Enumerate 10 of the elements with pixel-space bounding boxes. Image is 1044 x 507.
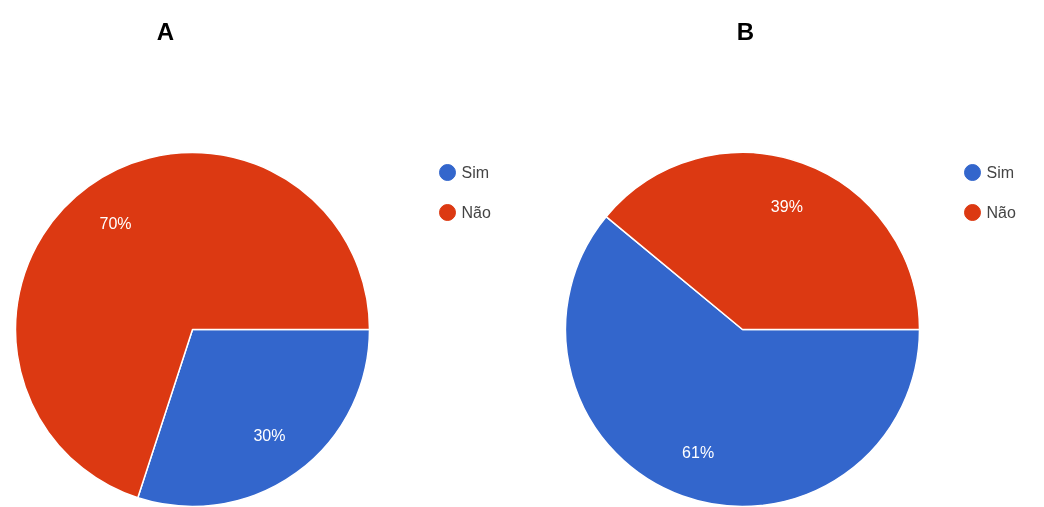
- chart-title: A: [156, 18, 175, 45]
- data-label: 70%: [99, 215, 132, 233]
- data-label: 39%: [770, 197, 803, 215]
- legend-label: Sim: [986, 164, 1015, 181]
- legend-label: Não: [461, 204, 491, 221]
- data-label: 61%: [682, 444, 715, 462]
- data-label: 30%: [253, 426, 286, 444]
- legend-label: Não: [986, 204, 1016, 221]
- legend-label: Sim: [461, 164, 490, 181]
- chart-title: B: [736, 18, 755, 45]
